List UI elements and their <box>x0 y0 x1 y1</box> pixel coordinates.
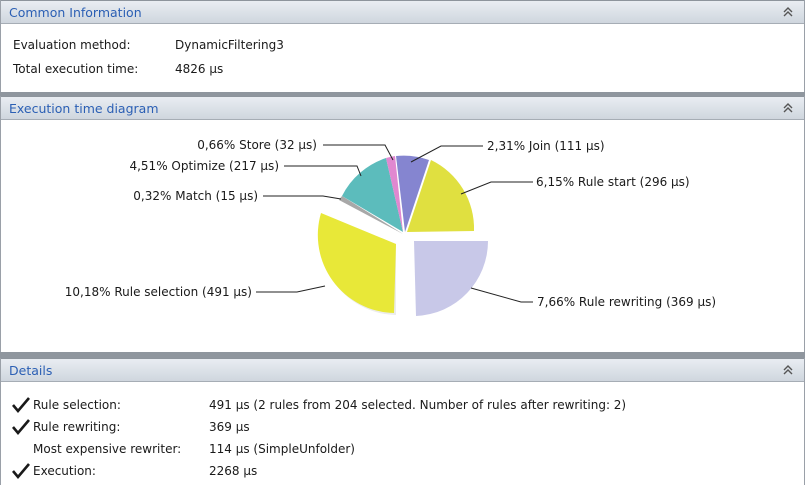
pie-slice-rule-rewriting <box>414 241 489 316</box>
evaluation-method-value: DynamicFiltering3 <box>175 38 284 52</box>
checkmark-icon <box>12 463 30 480</box>
pie-slice-store <box>386 156 403 232</box>
rule-selection-value: 491 µs (2 rules from 204 selected. Numbe… <box>209 398 627 412</box>
rule-rewriting-label: Rule rewriting: <box>33 420 121 434</box>
slice-label-match: 0,32% Match (15 µs) <box>133 189 258 203</box>
leader-line-rule-start <box>460 181 533 195</box>
details-row-execution: Execution: 2268 µs <box>1 460 804 482</box>
panel-divider[interactable] <box>0 92 805 98</box>
slice-label-join: 2,31% Join (111 µs) <box>487 139 605 153</box>
slice-label-optimize: 4,51% Optimize (217 µs) <box>129 159 279 173</box>
double-chevron-up-icon <box>783 103 793 113</box>
collapse-details-button[interactable] <box>780 362 796 378</box>
execution-time-pie-chart: 0,66% Store (32 µs) 2,31% Join (111 µs) … <box>65 138 716 316</box>
rule-selection-label: Rule selection: <box>33 398 121 412</box>
pie-slice-join <box>396 155 429 232</box>
most-expensive-rewriter-value: 114 µs (SimpleUnfolder) <box>209 442 355 456</box>
leader-line-store <box>323 144 394 161</box>
common-information-panel: Common Information Evaluation method: Dy… <box>0 0 805 96</box>
details-panel: Details Rule selection: 491 µs (2 rules … <box>0 358 805 485</box>
double-chevron-up-icon <box>783 365 793 375</box>
rule-rewriting-value: 369 µs <box>209 420 250 434</box>
evaluation-method-label: Evaluation method: <box>13 38 131 52</box>
total-execution-time-label: Total execution time: <box>13 62 139 76</box>
details-title: Details <box>9 362 53 378</box>
leader-line-join <box>410 145 483 163</box>
leader-line-optimize <box>284 165 362 177</box>
leader-line-rule-selection <box>256 285 326 293</box>
total-execution-time-value: 4826 µs <box>175 62 224 76</box>
collapse-common-button[interactable] <box>780 4 796 20</box>
execution-time-diagram-panel: Execution time diagram 0,6 <box>0 96 805 358</box>
checkmark-icon <box>12 397 30 414</box>
collapse-diagram-button[interactable] <box>780 100 796 116</box>
pie-slice-optimize <box>342 158 403 232</box>
execution-label: Execution: <box>33 464 96 478</box>
checkmark-icon <box>12 419 30 436</box>
execution-time-diagram-header[interactable]: Execution time diagram <box>1 96 804 120</box>
slice-label-rule-selection: 10,18% Rule selection (491 µs) <box>65 285 252 299</box>
details-row-rule-selection: Rule selection: 491 µs (2 rules from 204… <box>1 394 804 416</box>
pie-slice-match <box>339 196 403 234</box>
double-chevron-up-icon <box>783 7 793 17</box>
common-information-title: Common Information <box>9 4 142 20</box>
details-row-most-expensive-rewriter: Most expensive rewriter: 114 µs (SimpleU… <box>1 438 804 460</box>
pie-slice-rule-selection-fill <box>317 213 396 313</box>
details-header[interactable]: Details <box>1 358 804 382</box>
pie-slice-rule-start <box>407 160 475 232</box>
panel-divider[interactable] <box>0 352 805 358</box>
slice-label-rule-rewriting: 7,66% Rule rewriting (369 µs) <box>537 295 716 309</box>
details-row-rule-rewriting: Rule rewriting: 369 µs <box>1 416 804 438</box>
common-information-header[interactable]: Common Information <box>1 0 804 24</box>
slice-label-store: 0,66% Store (32 µs) <box>197 138 317 152</box>
execution-value: 2268 µs <box>209 464 258 478</box>
most-expensive-rewriter-label: Most expensive rewriter: <box>33 442 182 456</box>
execution-time-diagram-title: Execution time diagram <box>9 100 159 116</box>
slice-label-rule-start: 6,15% Rule start (296 µs) <box>536 175 690 189</box>
leader-line-rule-rewriting <box>470 287 533 303</box>
leader-line-match <box>263 195 342 200</box>
